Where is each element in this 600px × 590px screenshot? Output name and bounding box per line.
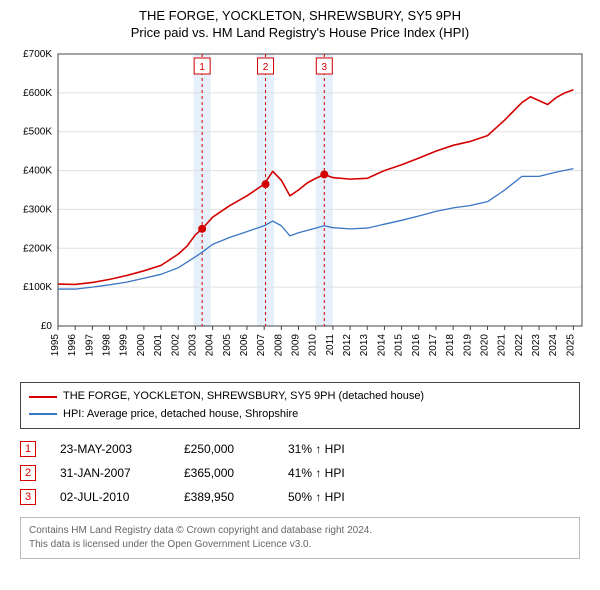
svg-text:2010: 2010: [308, 334, 319, 357]
legend-swatch-series2: [29, 413, 57, 415]
sale-row: 3 02-JUL-2010 £389,950 50% ↑ HPI: [20, 485, 580, 509]
sale-marker: 3: [20, 489, 36, 505]
svg-text:1996: 1996: [67, 334, 78, 357]
svg-text:2017: 2017: [428, 334, 439, 357]
licence-footer: Contains HM Land Registry data © Crown c…: [20, 517, 580, 559]
svg-text:1: 1: [199, 62, 205, 73]
sale-delta: 41% ↑ HPI: [288, 466, 580, 480]
svg-text:£300K: £300K: [23, 204, 52, 215]
sale-date: 02-JUL-2010: [60, 490, 160, 504]
svg-text:2005: 2005: [222, 334, 233, 357]
page-subtitle: Price paid vs. HM Land Registry's House …: [10, 25, 590, 40]
price-chart: £0 £100K £200K £300K £400K £500K £600K £700K 199…: [10, 46, 590, 376]
svg-text:£0: £0: [41, 321, 53, 332]
svg-text:2025: 2025: [565, 334, 576, 357]
legend-label-series1: THE FORGE, YOCKLETON, SHREWSBURY, SY5 9P…: [63, 388, 424, 406]
sale-price: £389,950: [184, 490, 264, 504]
svg-text:2: 2: [263, 62, 269, 73]
sale-delta: 31% ↑ HPI: [288, 442, 580, 456]
svg-text:2019: 2019: [462, 334, 473, 357]
svg-text:£100K: £100K: [23, 282, 52, 293]
svg-text:2014: 2014: [376, 334, 387, 357]
sale-price: £365,000: [184, 466, 264, 480]
svg-text:£500K: £500K: [23, 127, 52, 138]
sale-marker: 1: [20, 441, 36, 457]
legend-swatch-series1: [29, 396, 57, 398]
svg-text:2023: 2023: [531, 334, 542, 357]
chart-legend: THE FORGE, YOCKLETON, SHREWSBURY, SY5 9P…: [20, 382, 580, 429]
svg-text:2003: 2003: [187, 334, 198, 357]
sales-list: 1 23-MAY-2003 £250,000 31% ↑ HPI 2 31-JAN-200…: [20, 437, 580, 509]
svg-text:2012: 2012: [342, 334, 353, 357]
footer-line: Contains HM Land Registry data © Crown c…: [29, 524, 571, 538]
svg-text:1997: 1997: [84, 334, 95, 357]
legend-label-series2: HPI: Average price, detached house, Shro…: [63, 406, 298, 424]
svg-text:£200K: £200K: [23, 243, 52, 254]
svg-text:£600K: £600K: [23, 88, 52, 99]
svg-text:2000: 2000: [136, 334, 147, 357]
svg-text:2011: 2011: [325, 334, 336, 356]
svg-text:2001: 2001: [153, 334, 164, 357]
svg-text:2015: 2015: [394, 334, 405, 357]
svg-text:2022: 2022: [514, 334, 525, 357]
sale-delta: 50% ↑ HPI: [288, 490, 580, 504]
svg-text:1998: 1998: [102, 334, 113, 357]
sale-price: £250,000: [184, 442, 264, 456]
svg-text:3: 3: [322, 62, 328, 73]
svg-text:2006: 2006: [239, 334, 250, 357]
svg-text:2018: 2018: [445, 334, 456, 357]
svg-text:2020: 2020: [480, 334, 491, 357]
svg-text:1999: 1999: [119, 334, 130, 357]
svg-text:2008: 2008: [273, 334, 284, 357]
svg-text:2021: 2021: [497, 334, 508, 357]
svg-text:2009: 2009: [291, 334, 302, 357]
sale-marker: 2: [20, 465, 36, 481]
svg-text:2013: 2013: [359, 334, 370, 357]
sale-row: 1 23-MAY-2003 £250,000 31% ↑ HPI: [20, 437, 580, 461]
svg-text:£400K: £400K: [23, 166, 52, 177]
svg-text:2004: 2004: [205, 334, 216, 357]
footer-line: This data is licensed under the Open Gov…: [29, 538, 571, 552]
sale-row: 2 31-JAN-2007 £365,000 41% ↑ HPI: [20, 461, 580, 485]
svg-text:£700K: £700K: [23, 49, 52, 60]
svg-text:1995: 1995: [50, 334, 61, 357]
svg-text:2007: 2007: [256, 334, 267, 357]
svg-text:2016: 2016: [411, 334, 422, 357]
page-title: THE FORGE, YOCKLETON, SHREWSBURY, SY5 9P…: [10, 8, 590, 25]
svg-text:2024: 2024: [548, 334, 559, 357]
svg-text:2002: 2002: [170, 334, 181, 357]
sale-date: 23-MAY-2003: [60, 442, 160, 456]
sale-date: 31-JAN-2007: [60, 466, 160, 480]
